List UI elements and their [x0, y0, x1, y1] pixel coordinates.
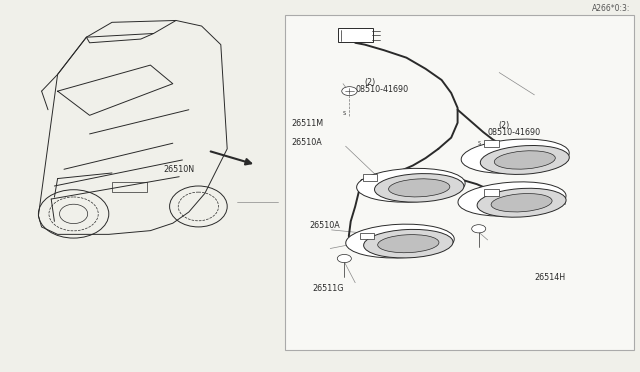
Text: 26510A: 26510A: [292, 138, 323, 147]
Text: 08510-41690: 08510-41690: [355, 85, 408, 94]
Ellipse shape: [378, 235, 439, 253]
Ellipse shape: [364, 230, 453, 258]
Text: 26514H: 26514H: [534, 273, 566, 282]
Ellipse shape: [374, 174, 464, 202]
Text: 26511M: 26511M: [534, 198, 566, 207]
Bar: [360, 232, 374, 239]
Bar: [112, 182, 147, 192]
Ellipse shape: [388, 179, 450, 197]
Ellipse shape: [337, 254, 351, 263]
Text: A266*0:3:: A266*0:3:: [592, 4, 630, 13]
Ellipse shape: [480, 145, 570, 174]
Ellipse shape: [342, 87, 357, 96]
Ellipse shape: [346, 224, 454, 258]
Text: 26511M: 26511M: [292, 119, 324, 128]
Ellipse shape: [461, 139, 569, 173]
Bar: [285, 15, 634, 350]
Text: S: S: [477, 141, 480, 146]
Ellipse shape: [477, 188, 566, 217]
Text: 08510-41690: 08510-41690: [488, 128, 541, 137]
Bar: [363, 174, 377, 181]
Ellipse shape: [494, 151, 556, 169]
Text: (2): (2): [498, 121, 509, 130]
Bar: [484, 140, 499, 147]
Ellipse shape: [491, 193, 552, 212]
Text: 26510A: 26510A: [310, 221, 340, 230]
Ellipse shape: [458, 182, 566, 216]
Ellipse shape: [356, 169, 465, 202]
Ellipse shape: [472, 225, 486, 233]
FancyBboxPatch shape: [338, 28, 373, 42]
Text: (2): (2): [365, 78, 376, 87]
Text: 26510N: 26510N: [163, 165, 195, 174]
Bar: [484, 189, 499, 196]
Text: 26511G: 26511G: [312, 284, 344, 293]
Text: S: S: [343, 111, 346, 116]
